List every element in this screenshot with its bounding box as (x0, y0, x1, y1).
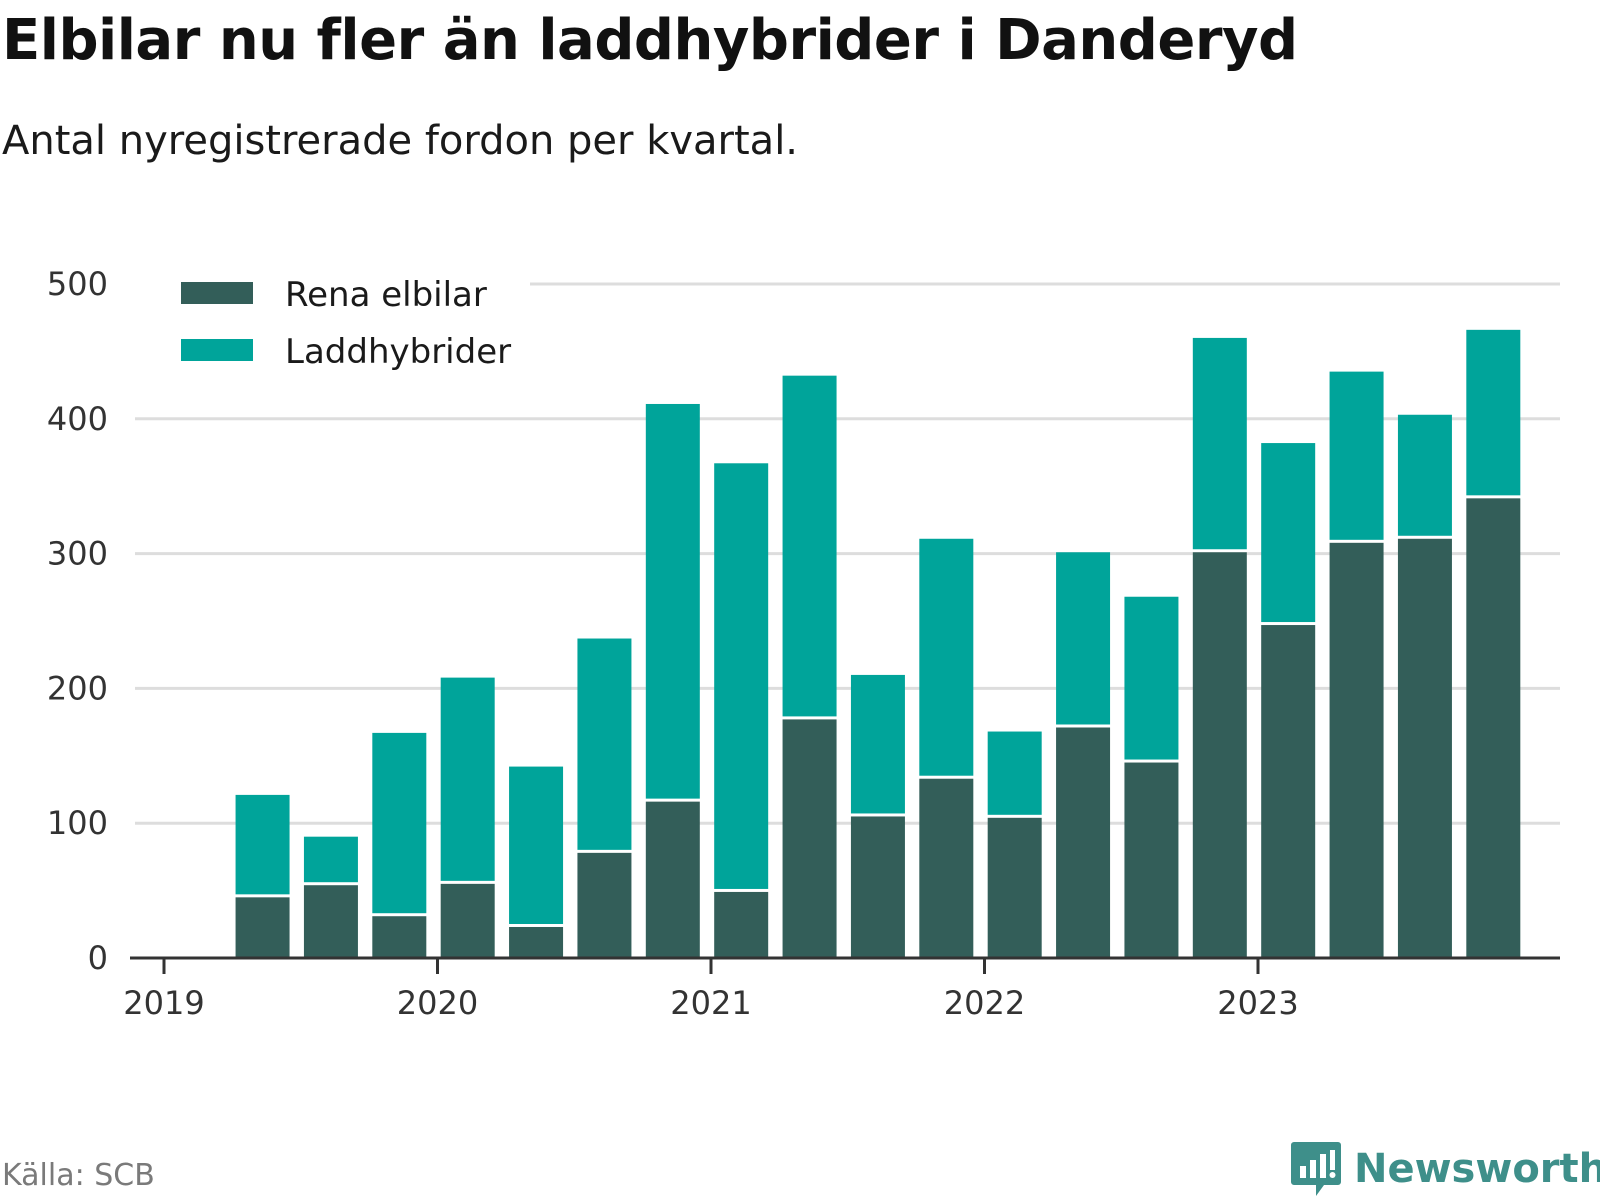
bar-rena-elbilar-2022-q2 (1056, 727, 1111, 958)
bar-rena-elbilar-2020-q1 (440, 883, 495, 958)
x-tick-label-2020: 2020 (397, 984, 478, 1022)
y-tick-label-0: 0 (88, 939, 108, 977)
x-tick-label-2019: 2019 (123, 984, 204, 1022)
bar-laddhybrider-2020-q4 (645, 403, 700, 799)
bar-laddhybrider-2021-q4 (919, 538, 974, 776)
bar-rena-elbilar-2023-q1 (1261, 625, 1316, 958)
bar-rena-elbilar-2023-q4 (1466, 498, 1521, 958)
bar-laddhybrider-2019-q3 (303, 836, 358, 883)
y-axis-labels: 0 100 200 300 400 500 (47, 265, 108, 977)
bar-laddhybrider-2020-q2 (509, 766, 564, 924)
x-axis: 2019 2020 2021 2022 2023 (123, 956, 1560, 1022)
legend-swatch-rena-elbilar (181, 282, 253, 304)
chart-title: Elbilar nu fler än laddhybrider i Dander… (2, 8, 1298, 73)
chart-subtitle: Antal nyregistrerade fordon per kvartal. (2, 118, 799, 164)
stacked-bar-chart: 0 100 200 300 400 500 2019 2020 2021 2022 2023 Re… (47, 265, 1560, 1022)
x-tick-label-2022: 2022 (944, 984, 1025, 1022)
bar-rena-elbilar-2021-q3 (850, 816, 905, 958)
bar-laddhybrider-2023-q1 (1261, 443, 1316, 623)
x-tick-label-2023: 2023 (1217, 984, 1298, 1022)
bar-rena-elbilar-2019-q3 (303, 885, 358, 958)
bar-laddhybrider-2022-q2 (1056, 552, 1111, 725)
bar-rena-elbilar-2022-q1 (987, 817, 1042, 958)
bar-rena-elbilar-2020-q4 (645, 801, 700, 958)
bar-rena-elbilar-2022-q3 (1124, 762, 1179, 958)
y-tick-label-400: 400 (47, 400, 108, 438)
bar-laddhybrider-2022-q1 (987, 731, 1042, 815)
y-tick-label-300: 300 (47, 535, 108, 573)
bar-laddhybrider-2021-q1 (714, 463, 769, 889)
newsworthy-logo-icon (1291, 1142, 1341, 1196)
bar-rena-elbilar-2023-q3 (1397, 538, 1452, 958)
bar-laddhybrider-2022-q4 (1192, 337, 1247, 550)
bar-rena-elbilar-2020-q3 (577, 852, 632, 958)
bar-laddhybrider-2023-q4 (1466, 329, 1521, 496)
bar-rena-elbilar-2023-q2 (1329, 542, 1384, 958)
bar-laddhybrider-2023-q2 (1329, 371, 1384, 540)
bar-laddhybrider-2019-q2 (235, 794, 290, 895)
brand-name: Newsworthy (1354, 1146, 1600, 1192)
bar-rena-elbilar-2021-q1 (714, 891, 769, 958)
bar-rena-elbilar-2021-q4 (919, 778, 974, 958)
bar-rena-elbilar-2020-q2 (509, 926, 564, 958)
bar-laddhybrider-2021-q3 (850, 674, 905, 814)
bar-laddhybrider-2020-q1 (440, 677, 495, 881)
bar-laddhybrider-2021-q2 (782, 375, 837, 717)
bar-rena-elbilar-2022-q4 (1192, 552, 1247, 958)
bar-laddhybrider-2023-q3 (1397, 414, 1452, 536)
y-tick-label-500: 500 (47, 265, 108, 303)
legend: Rena elbilar Laddhybrider (130, 266, 530, 386)
y-tick-label-100: 100 (47, 804, 108, 842)
legend-label-laddhybrider: Laddhybrider (285, 332, 511, 372)
bar-laddhybrider-2019-q4 (372, 732, 427, 914)
legend-label-rena-elbilar: Rena elbilar (285, 275, 487, 315)
source-note: Källa: SCB (2, 1158, 155, 1193)
bar-rena-elbilar-2019-q2 (235, 897, 290, 958)
legend-swatch-laddhybrider (181, 339, 253, 361)
bar-rena-elbilar-2021-q2 (782, 719, 837, 958)
brand-logo: Newsworthy (1290, 1140, 1600, 1198)
bar-rena-elbilar-2019-q4 (372, 916, 427, 958)
bar-laddhybrider-2022-q3 (1124, 596, 1179, 760)
x-tick-label-2021: 2021 (670, 984, 751, 1022)
bars (235, 329, 1521, 958)
bar-laddhybrider-2020-q3 (577, 638, 632, 850)
y-tick-label-200: 200 (47, 669, 108, 707)
